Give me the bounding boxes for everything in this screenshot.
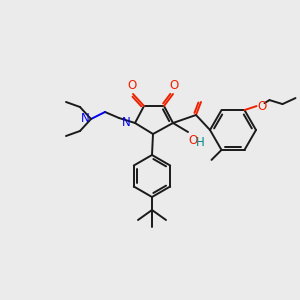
Text: N: N [81, 112, 90, 124]
Text: H: H [196, 136, 205, 149]
Text: O: O [128, 79, 136, 92]
Text: O: O [257, 100, 267, 112]
Text: N: N [122, 116, 131, 130]
Text: O: O [188, 134, 197, 147]
Text: O: O [169, 79, 178, 92]
